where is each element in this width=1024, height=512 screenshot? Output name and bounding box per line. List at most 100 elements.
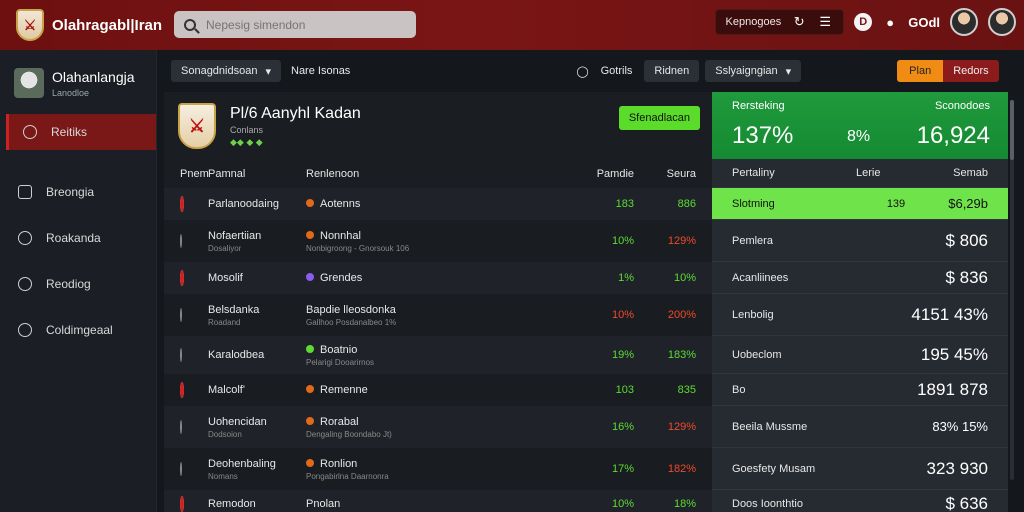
club-badge-icon (180, 382, 184, 398)
sidebar-item-label: Reodiog (46, 277, 91, 291)
profile-name: Olahanlangja (52, 68, 135, 85)
col-header[interactable]: Semab (953, 167, 988, 179)
stats-row[interactable]: Slotming 139 $6,29b (712, 187, 1008, 219)
sort-dropdown[interactable]: Sslyaigngian ▾ (705, 60, 802, 82)
menu-icon[interactable]: ☰ (819, 14, 832, 29)
profile[interactable]: Olahanlangja Lanodloe (0, 50, 156, 114)
table-row[interactable]: Malcolf' Remenne 103 835 (164, 374, 712, 406)
redors-button[interactable]: Redors (943, 60, 999, 82)
value-primary: 16% (611, 421, 634, 433)
coin-icon[interactable]: D (854, 13, 873, 31)
sidebar-item-coldimgeaal[interactable]: Coldimgeaal (0, 312, 156, 348)
stats-row[interactable]: Lenbolig 4151 43% (712, 293, 1008, 335)
col-header[interactable]: Pnem (180, 168, 209, 180)
stats-row-value: 1891 878 (917, 379, 988, 399)
table-row[interactable]: Mosolif Grendes 1% 10% (164, 262, 712, 294)
table-row[interactable]: Deohenbaling Nomans Ronlion Pongabirlna Da… (164, 448, 712, 490)
stats-panel: Rersteking Sconodoes 137% 8% 16,924 Pert… (712, 92, 1008, 512)
option-ridnen-label: Ridnen (654, 65, 690, 77)
refresh-icon[interactable]: ↻ (793, 14, 805, 29)
stats-row[interactable]: Beeila Mussme 83% 15% (712, 405, 1008, 447)
summary-value-right: 16,924 (916, 122, 990, 149)
value-secondary: 18% (673, 498, 696, 510)
sidebar-item-breongia[interactable]: Breongia (0, 174, 156, 210)
sidebar-item-reitiks[interactable]: Reitiks (6, 114, 156, 150)
app-title: Olahragabl|Iran (52, 16, 163, 34)
shield-icon (18, 231, 32, 245)
roster-panel: ⚔ Pl/6 Aanyhl Kadan Conlans ◆◆ ◆ ◆ Sfena… (164, 92, 712, 512)
team-action-button[interactable]: Sfenadlacan (618, 106, 700, 130)
team-subtitle: Conlans (230, 124, 264, 135)
role-name: Aotenns (320, 198, 361, 210)
role-name: Rorabal (320, 415, 359, 428)
filter-dropdown[interactable]: Sonagdnidsoan ▾ (171, 60, 281, 82)
col-header[interactable]: Renlenoon (306, 168, 360, 180)
stats-row[interactable]: Doos Ioonthtio $ 636 (712, 489, 1008, 512)
top-right-controls: Kepnogoes ↻ ☰ D ● GOdl (714, 8, 1016, 36)
search-box[interactable] (174, 11, 416, 38)
scrollbar[interactable] (1010, 100, 1014, 480)
sort-label: Sslyaigngian (715, 65, 778, 77)
role-name: Remenne (320, 384, 368, 396)
option-gotrils[interactable]: Gotrils (600, 65, 633, 77)
stats-row-value: $ 636 (945, 493, 988, 512)
role-name: Pnolan (306, 498, 341, 510)
col-header[interactable]: Pamnal (208, 168, 246, 180)
value-primary: 10% (611, 235, 634, 247)
player-subtitle: Dosaliyor (208, 243, 242, 253)
sidebar-item-label: Reitiks (51, 125, 88, 139)
top-bar: ⚔ Olahragabl|Iran Kepnogoes ↻ ☰ D ● GOdl (0, 0, 1024, 50)
table-row[interactable]: Remodon Pnolan 10% 18% (164, 490, 712, 512)
table-header: Pnem Pamnal Renlenoon Pamdie Seura (164, 160, 712, 188)
stats-row-name: Slotming (732, 197, 775, 210)
stats-row[interactable]: Acanliinees $ 836 (712, 261, 1008, 293)
notification-box[interactable]: Kepnogoes ↻ ☰ (714, 9, 845, 35)
wallet-label[interactable]: GOdl (908, 14, 940, 30)
filter-label: Sonagdnidsoan (181, 65, 258, 77)
plan-button[interactable]: Plan (897, 60, 944, 82)
role-name: Nonnhal (320, 229, 361, 242)
search-input[interactable] (206, 17, 396, 32)
player-name: Remodon (208, 498, 256, 510)
stats-row[interactable]: Bo 1891 878 (712, 373, 1008, 405)
sub-toolbar: Sonagdnidsoan ▾ Nare Isonas ◯ Gotrils Ri… (157, 50, 1024, 92)
stats-row-value: $ 806 (945, 230, 988, 250)
avatar[interactable] (950, 8, 978, 36)
gear-icon (18, 323, 32, 337)
value-primary: 17% (611, 463, 634, 475)
role-name: Grendes (320, 272, 363, 284)
player-subtitle: Roadand (208, 317, 241, 327)
summary-label-left: Rersteking (732, 100, 785, 112)
table-row[interactable]: Belsdanka Roadand Bapdie lleosdonka Gallho… (164, 294, 712, 336)
stats-row-name: Pemlera (732, 234, 773, 247)
table-row[interactable]: Uohencidan Dodsoion Rorabal Dengaling Boon… (164, 406, 712, 448)
summary-value-middle: 8% (847, 128, 871, 145)
sidebar-item-label: Roakanda (46, 231, 101, 245)
brand[interactable]: ⚔ Olahragabl|Iran (0, 9, 170, 41)
sidebar-item-roakanda[interactable]: Roakanda (0, 220, 156, 256)
search-icon (184, 18, 196, 31)
col-header[interactable]: Seura (666, 168, 696, 180)
stats-row[interactable]: Uobeclom 195 45% (712, 335, 1008, 373)
role-dot-icon (306, 344, 314, 353)
table-row[interactable]: Nofaertiian Dosaliyor Nonnhal Nonbigroong … (164, 220, 712, 262)
sidebar-item-label: Coldimgeaal (46, 323, 113, 337)
option-icon[interactable]: ◯ (576, 65, 589, 78)
role-dot-icon (306, 230, 314, 239)
option-ridnen[interactable]: Ridnen (644, 60, 700, 82)
chat-bubble-icon[interactable]: ● (886, 14, 895, 30)
sidebar-item-reodiog[interactable]: Reodiog (0, 266, 156, 302)
col-header[interactable]: Pamdie (596, 168, 634, 180)
col-header[interactable]: Pertaliny (732, 167, 775, 179)
chevron-down-icon: ▾ (265, 65, 271, 78)
avatar-secondary[interactable] (988, 8, 1016, 36)
stats-row-value: $ 836 (945, 267, 988, 287)
stats-row-value: 83% 15% (932, 419, 988, 434)
table-row[interactable]: Parlanoodaing Aotenns 183 886 (164, 188, 712, 220)
table-body: Parlanoodaing Aotenns 183 886 Nofaertiia… (164, 188, 712, 512)
stats-row[interactable]: Pemlera $ 806 (712, 219, 1008, 261)
tab-label[interactable]: Nare Isonas (291, 65, 351, 77)
stats-row[interactable]: Goesfety Musam 323 930 (712, 447, 1008, 489)
col-header[interactable]: Lerie (856, 167, 881, 179)
table-row[interactable]: Karalodbea Boatnio Pelarigi Dooarirnos 19… (164, 336, 712, 374)
